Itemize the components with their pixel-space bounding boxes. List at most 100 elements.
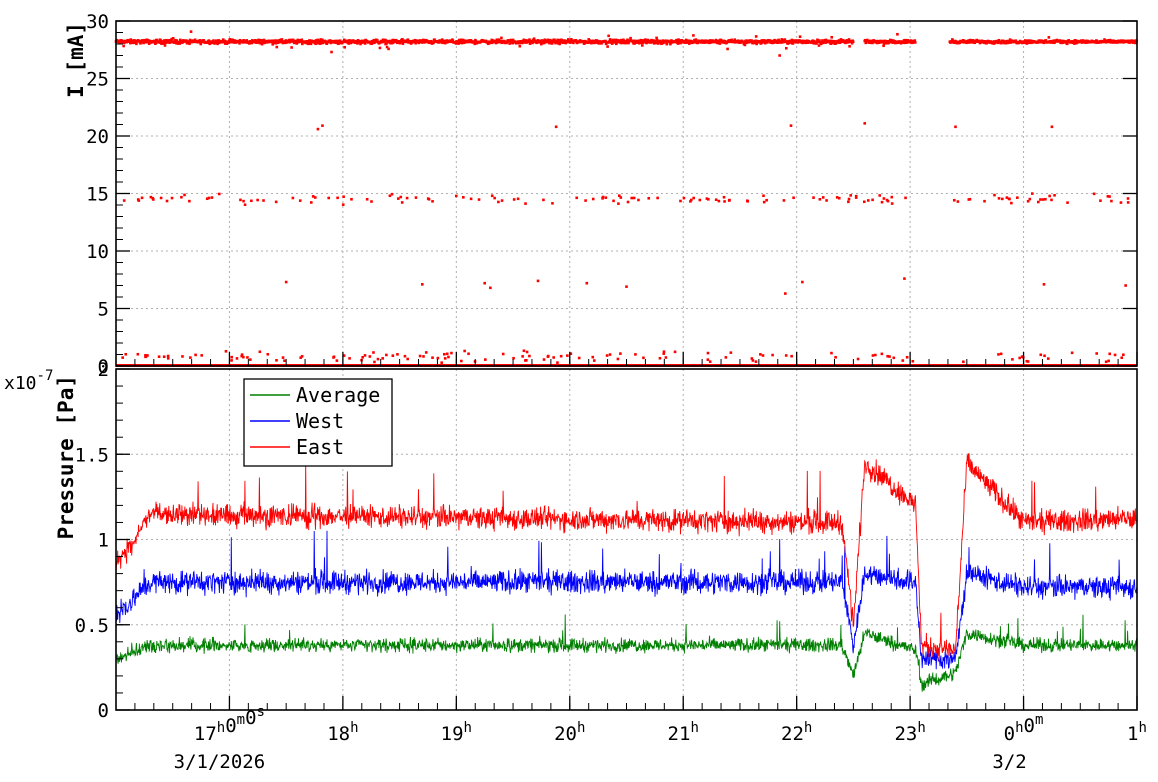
current-point [739,41,742,44]
current-point [694,38,698,41]
current-point [1050,125,1054,129]
current-point [1039,353,1043,357]
current-point [700,39,704,42]
pressure-y-tick-label: 1.5 [75,444,109,466]
current-point [300,40,303,43]
current-point [556,38,559,42]
current-point [180,195,183,199]
current-point [965,41,968,45]
current-point [641,44,644,47]
current-point [835,196,839,199]
current-point [709,41,713,44]
current-point [761,41,765,44]
current-point [381,38,385,42]
pressure-line-west [115,530,1138,670]
current-point [555,40,559,43]
current-point [722,195,726,199]
current-point [886,199,890,203]
current-point [1099,199,1102,202]
current-point [162,355,166,359]
pressure-axis-ticks: 17h0m0s 18h 19h 20h 21h 22h 23h 0h0m 1h 3/1/2026 3… [75,359,1147,773]
current-point [1067,39,1071,42]
current-point [905,355,909,359]
current-point [828,41,831,44]
current-point [830,351,833,355]
current-point [789,124,793,127]
current-point [457,42,460,45]
pressure-exponent-label: x10-7 [4,368,53,394]
current-point [608,39,611,43]
current-point [215,39,219,43]
current-point [385,45,389,49]
current-point [399,195,403,199]
current-point [309,42,313,46]
pressure-series [115,453,1138,692]
current-point [239,198,242,202]
pressure-y-tick-label: 0.5 [75,615,109,637]
current-point [847,38,851,41]
current-point [166,357,170,360]
current-point [283,41,287,45]
current-point [1107,359,1110,363]
current-point [762,200,766,204]
current-point [612,199,615,203]
current-point [765,198,768,202]
current-point [1026,360,1030,363]
current-point [913,39,917,42]
current-point [516,197,520,201]
current-point [679,41,682,45]
current-panel: 0 5 10 15 20 25 30 I [mA] [64,11,1138,378]
current-point [202,39,206,42]
current-point [595,39,598,42]
x-tick-label: 20h [554,720,585,745]
current-point [165,199,169,203]
current-point [406,357,409,361]
current-point [225,42,229,45]
current-point [372,38,376,42]
current-point [270,39,274,43]
current-point [1050,198,1053,202]
current-point [512,198,516,201]
current-point [830,35,834,39]
current-point [319,41,323,45]
current-markers [114,30,1138,367]
current-point [790,38,794,42]
current-point [839,38,843,41]
current-point [763,39,767,42]
current-point [138,39,141,43]
current-point [242,355,245,359]
current-point [1039,198,1042,201]
current-point [522,38,526,42]
current-point [432,41,435,45]
current-point [316,127,320,131]
current-point [1028,197,1032,201]
current-point [761,354,765,357]
current-point [262,38,266,42]
current-point [1047,36,1051,39]
current-point [200,354,204,357]
current-point [335,359,339,362]
current-point [295,41,299,45]
current-point [848,44,851,48]
current-point [967,41,971,44]
current-point [619,196,623,199]
current-point [620,38,623,42]
current-point [632,39,636,43]
current-point [512,356,515,360]
current-point [517,40,521,43]
current-y-tick-label: 25 [86,69,109,91]
current-point [614,38,618,42]
current-point [560,38,563,42]
current-point [128,39,132,43]
current-point [406,38,410,41]
current-point [124,352,128,356]
current-point [1104,360,1108,364]
current-y-tick-label: 15 [86,184,109,206]
current-point [230,359,233,362]
current-point [396,353,399,356]
current-point [337,42,341,45]
current-point [260,38,263,42]
current-point [280,38,284,41]
current-point [189,356,192,359]
current-point [318,39,321,43]
